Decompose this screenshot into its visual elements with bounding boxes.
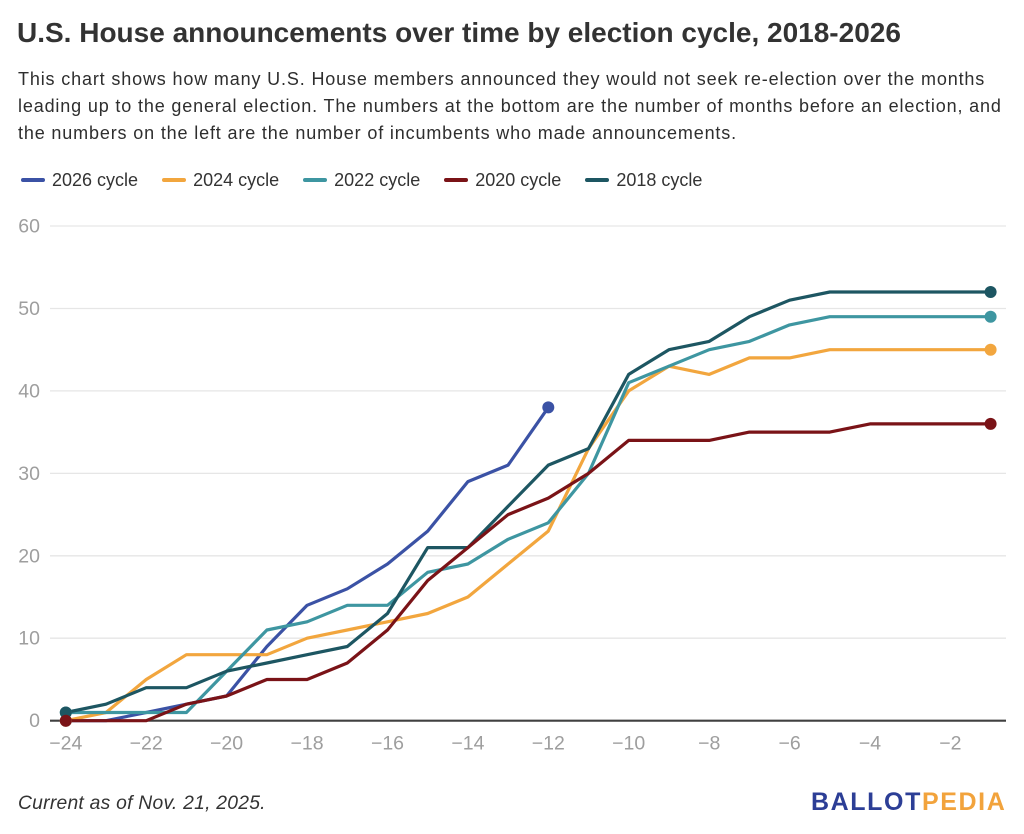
svg-text:−2: −2 [939,733,961,755]
svg-text:30: 30 [18,463,40,485]
svg-text:−24: −24 [49,733,82,755]
svg-text:−14: −14 [451,733,484,755]
svg-text:−12: −12 [532,733,565,755]
svg-text:−10: −10 [612,733,645,755]
svg-text:−6: −6 [778,733,800,755]
svg-text:−22: −22 [130,733,163,755]
svg-text:50: 50 [18,298,40,320]
svg-text:−16: −16 [371,733,404,755]
svg-text:−4: −4 [859,733,881,755]
svg-text:10: 10 [18,628,40,650]
svg-text:−20: −20 [210,733,243,755]
svg-text:40: 40 [18,380,40,402]
svg-text:−18: −18 [291,733,324,755]
svg-text:0: 0 [29,710,40,732]
svg-text:20: 20 [18,545,40,567]
svg-text:−8: −8 [698,733,720,755]
svg-text:60: 60 [18,216,40,238]
